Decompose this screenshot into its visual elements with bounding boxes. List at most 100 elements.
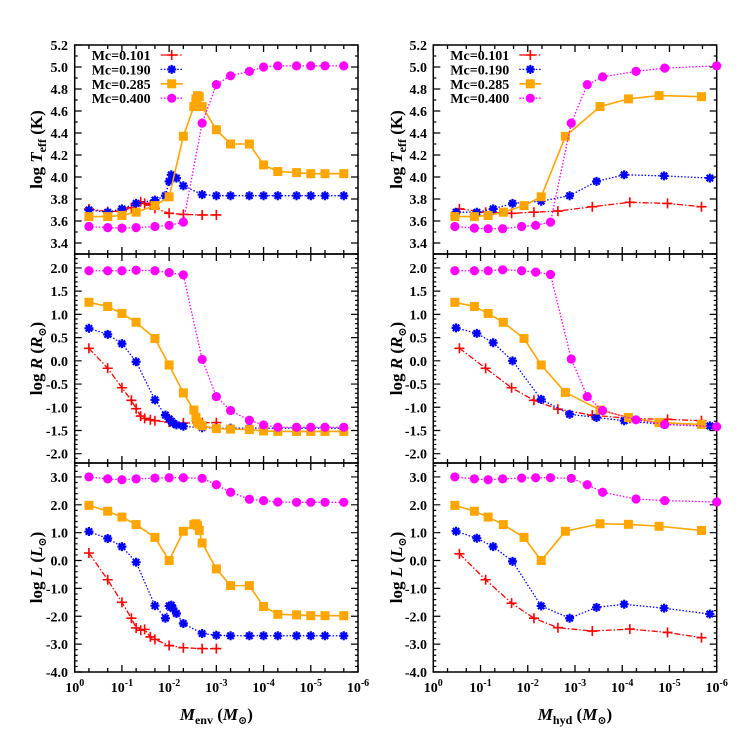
legend-entry: Mc=0.400 [450, 92, 542, 107]
y-tick-label: 4.8 [410, 83, 428, 98]
data-point-asterisk-marker [306, 191, 316, 201]
data-point-square-marker [84, 500, 94, 510]
y-tick-label: 4.6 [410, 105, 428, 120]
data-point-square-marker [244, 425, 254, 435]
y-tick-label: 3.4 [51, 237, 69, 252]
data-point-square-marker [103, 506, 113, 516]
y-tick-label: 2.0 [410, 262, 428, 277]
y-tick-label: 3.0 [410, 471, 428, 486]
data-point-square-marker [654, 91, 664, 101]
y-ticks [74, 465, 358, 673]
x-tick-exponent: -5 [314, 678, 322, 689]
data-point-square-marker [193, 521, 203, 531]
data-point-circle-marker [244, 415, 254, 425]
data-point-square-marker [150, 334, 160, 344]
data-point-asterisk-marker [536, 601, 546, 611]
y-tick-label: 5.2 [410, 39, 428, 54]
x-tick-label: 10-1 [111, 678, 133, 696]
data-point-asterisk-marker [306, 631, 316, 641]
data-point-circle-marker [582, 80, 592, 90]
series-line [459, 201, 702, 214]
data-point-circle-marker [566, 118, 576, 128]
data-point-square-marker [696, 419, 706, 429]
data-point-square-marker [560, 387, 570, 397]
y-tick-label: -3.0 [405, 638, 427, 653]
data-point-plus-marker [164, 208, 175, 219]
series-mc-0-190-teff [451, 170, 715, 217]
data-point-asterisk-marker [619, 170, 629, 180]
y-axis-title-paren: ) [387, 532, 406, 538]
data-point-plus-marker [139, 624, 150, 635]
data-point-asterisk-marker [117, 339, 127, 349]
data-point-circle-marker [320, 61, 330, 71]
x-tick-label: 10-3 [205, 678, 227, 696]
series-line [88, 504, 344, 617]
x-tick-base: 10 [564, 681, 578, 696]
data-point-circle-marker [273, 61, 283, 71]
y-axis-title-variable: R [27, 358, 46, 370]
data-point-asterisk-marker [592, 176, 602, 186]
y-axis-title-prefix: log [27, 577, 46, 603]
data-point-plus-marker [139, 413, 150, 424]
data-point-circle-marker [131, 265, 141, 275]
y-tick-label: 0.0 [51, 555, 69, 570]
data-point-circle-marker [582, 480, 592, 490]
series-line [455, 327, 710, 427]
data-point-asterisk-marker [592, 602, 602, 612]
data-point-asterisk-marker [565, 409, 575, 419]
data-point-plus-marker [116, 382, 127, 393]
data-point-asterisk-marker [150, 195, 160, 205]
data-point-square-marker [483, 308, 493, 318]
y-tick-label: 4.4 [51, 127, 69, 142]
y-tick-label: 1.0 [410, 527, 428, 542]
y-tick-label: 0.5 [51, 332, 69, 347]
legend-plus-marker [525, 50, 536, 60]
data-point-plus-marker [696, 632, 707, 643]
data-point-square-marker [306, 169, 316, 179]
data-point-circle-marker [211, 480, 221, 490]
data-point-asterisk-marker [292, 631, 302, 641]
data-point-asterisk-marker [320, 191, 330, 201]
data-point-circle-marker [103, 223, 113, 233]
data-point-circle-marker [117, 266, 127, 276]
data-point-circle-marker [291, 497, 302, 507]
data-point-plus-marker [164, 640, 175, 651]
y-tick-label: -0.5 [405, 378, 427, 393]
y-axis-title-prefix: log [27, 163, 46, 189]
data-point-asterisk-marker [273, 631, 283, 641]
data-point-circle-marker [117, 475, 127, 485]
data-point-square-marker [178, 388, 188, 398]
data-point-circle-marker [84, 221, 94, 232]
y-tick-label: 2.0 [410, 499, 428, 514]
data-point-circle-marker [197, 354, 207, 365]
legend-asterisk-marker [167, 64, 177, 74]
data-point-plus-marker [587, 201, 598, 212]
y-axis-title-prefix: log [27, 369, 46, 395]
data-point-circle-marker [339, 422, 349, 432]
x-ticks [432, 463, 718, 672]
legend-label: Mc=0.101 [450, 49, 509, 64]
legend-entry: Mc=0.101 [450, 49, 542, 64]
y-tick-label: 1.5 [51, 285, 69, 300]
data-point-square-marker [623, 94, 633, 104]
data-point-circle-marker [150, 221, 160, 232]
legend-label: Mc=0.190 [450, 63, 509, 78]
x-tick-base: 10 [205, 681, 219, 696]
data-point-circle-marker [660, 419, 670, 430]
legend-circle-marker [167, 93, 177, 103]
series-mc-0-400-L [84, 472, 349, 507]
series-mc-0-285-teff [450, 91, 706, 222]
data-point-square-marker [131, 317, 141, 327]
y-axis-title-variable: R [387, 358, 406, 370]
data-point-plus-marker [454, 548, 465, 559]
data-point-circle-marker [660, 63, 670, 73]
series-mc-0-285-teff [84, 91, 349, 222]
data-point-asterisk-marker [619, 599, 629, 609]
x-tick-label: 10-5 [658, 678, 680, 696]
data-point-asterisk-marker [84, 323, 94, 333]
legend-entry: Mc=0.285 [92, 78, 183, 93]
